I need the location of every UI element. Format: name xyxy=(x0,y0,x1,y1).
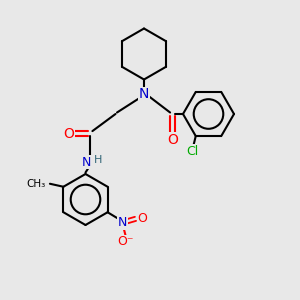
Text: N: N xyxy=(82,155,91,169)
Text: N: N xyxy=(139,88,149,101)
Text: Cl: Cl xyxy=(187,145,199,158)
Text: O⁻: O⁻ xyxy=(117,235,134,248)
Text: O: O xyxy=(137,212,147,225)
Text: O: O xyxy=(167,133,178,146)
Text: H: H xyxy=(94,154,102,165)
Text: CH₃: CH₃ xyxy=(26,179,45,189)
Text: O: O xyxy=(64,127,74,140)
Text: N: N xyxy=(118,216,127,229)
